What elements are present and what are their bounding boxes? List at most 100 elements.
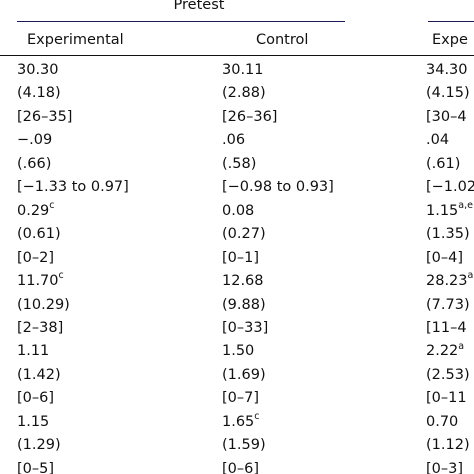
footnote-marker: a xyxy=(458,340,465,352)
table-cell: 0.29c xyxy=(17,201,55,221)
table-cell: (1.35) xyxy=(426,224,470,244)
cell-value: [11–4 xyxy=(426,319,467,336)
cell-value: 1.11 xyxy=(17,343,50,360)
cell-value: (2.53) xyxy=(426,366,470,383)
cell-value: (0.61) xyxy=(17,226,61,243)
footnote-marker: a,e xyxy=(458,199,473,211)
table-cell: 0.08 xyxy=(222,201,254,221)
cell-value: 11.70 xyxy=(17,273,59,290)
table-cell: −.09 xyxy=(17,130,52,150)
table-cell: 34.30 xyxy=(426,60,468,80)
pretest-span-rule xyxy=(17,21,345,22)
cell-value: [0–6] xyxy=(17,390,55,407)
cell-value: (.66) xyxy=(17,155,52,172)
cell-value: 28.23 xyxy=(426,273,468,290)
table-cell: [2–38] xyxy=(17,318,63,338)
table-cell: (.66) xyxy=(17,154,51,174)
cell-value: [0–7] xyxy=(222,390,260,407)
cell-value: [2–38] xyxy=(17,319,64,336)
cell-value: 12.68 xyxy=(222,273,264,290)
cell-value: .04 xyxy=(426,132,450,149)
cell-value: (4.15) xyxy=(426,85,470,102)
table-cell: [0–7] xyxy=(222,388,259,408)
footnote-marker: a xyxy=(467,270,474,282)
footnote-marker: c xyxy=(58,270,64,282)
cell-value: 0.29 xyxy=(17,202,50,219)
cell-value: [0–2] xyxy=(17,249,55,266)
cell-value: [26–35] xyxy=(17,108,73,125)
table-cell: (1.59) xyxy=(222,435,266,455)
cell-value: (1.12) xyxy=(426,437,470,454)
cell-value: (1.35) xyxy=(426,226,470,243)
cell-value: [0–33] xyxy=(222,319,269,336)
table-cell: [0–2] xyxy=(17,248,54,268)
cell-value: (9.88) xyxy=(222,296,266,313)
cell-value: 2.22 xyxy=(426,343,459,360)
table-cell: (1.69) xyxy=(222,365,266,385)
table-cell: (7.73) xyxy=(426,295,470,315)
table-cell: [30–4 xyxy=(426,107,467,127)
cell-value: (10.29) xyxy=(17,296,70,313)
cell-value: (1.69) xyxy=(222,366,266,383)
table-cell: .06 xyxy=(222,130,245,150)
cell-value: 1.15 xyxy=(426,202,459,219)
cell-value: (4.18) xyxy=(17,85,61,102)
cell-value: [−1.02 xyxy=(426,179,474,196)
table-cell: [0–6] xyxy=(222,459,259,474)
table-cell: 1.11 xyxy=(17,341,49,361)
table-cell: (1.42) xyxy=(17,365,61,385)
table-cell: (2.53) xyxy=(426,365,470,385)
table-cell: [0–3] xyxy=(426,459,463,474)
table-cell: (.61) xyxy=(426,154,460,174)
table-cell: .04 xyxy=(426,130,449,150)
table-cell: [0–4] xyxy=(426,248,463,268)
table-cell: (4.15) xyxy=(426,83,470,103)
cell-value: [30–4 xyxy=(426,108,467,125)
cell-value: [0–4] xyxy=(426,249,464,266)
cell-value: 1.65 xyxy=(222,413,255,430)
table-cell: [−0.98 to 0.93] xyxy=(222,177,334,197)
cell-value: (0.27) xyxy=(222,226,266,243)
table-cell: 1.15a,e xyxy=(426,201,473,221)
cell-value: [0–1] xyxy=(222,249,260,266)
column-header-experimental: Experimental xyxy=(27,32,124,48)
cell-value: (7.73) xyxy=(426,296,470,313)
cell-value: 0.08 xyxy=(222,202,255,219)
cell-value: [−1.33 to 0.97] xyxy=(17,179,129,196)
table-cell: (1.12) xyxy=(426,435,470,455)
table-cell: 0.70 xyxy=(426,412,458,432)
cell-value: [0–5] xyxy=(17,460,55,474)
posttest-span-rule xyxy=(428,21,474,22)
table-cell: [0–6] xyxy=(17,388,54,408)
cell-value: .06 xyxy=(222,132,246,149)
cell-value: 30.11 xyxy=(222,62,264,78)
table-cell: (10.29) xyxy=(17,295,70,315)
cell-value: 34.30 xyxy=(426,62,468,78)
footnote-marker: c xyxy=(49,199,55,211)
table-cell: 2.22a xyxy=(426,341,464,361)
table-cell: (0.61) xyxy=(17,224,61,244)
table-cell: [0–1] xyxy=(222,248,259,268)
table-cell: [0–33] xyxy=(222,318,268,338)
header-bottom-rule xyxy=(0,55,474,56)
table-cell: 1.65c xyxy=(222,412,260,432)
cell-value: [−0.98 to 0.93] xyxy=(222,179,334,196)
table-cell: [26–35] xyxy=(17,107,72,127)
cell-value: (1.42) xyxy=(17,366,61,383)
cell-value: (1.59) xyxy=(222,437,266,454)
cell-value: (.58) xyxy=(222,155,257,172)
table-cell: [26–36] xyxy=(222,107,277,127)
table-cell: (.58) xyxy=(222,154,256,174)
cell-value: (.61) xyxy=(426,155,461,172)
cell-value: [0–11 xyxy=(426,390,467,407)
table-cell: 1.15 xyxy=(17,412,49,432)
table-cell: 1.50 xyxy=(222,341,254,361)
table-cell: (9.88) xyxy=(222,295,266,315)
table-cell: [11–4 xyxy=(426,318,467,338)
table-cell: 30.11 xyxy=(222,60,264,80)
table-cell: [−1.02 xyxy=(426,177,474,197)
cell-value: [0–3] xyxy=(426,460,464,474)
cell-value: −.09 xyxy=(17,132,53,149)
table-cell: (2.88) xyxy=(222,83,266,103)
